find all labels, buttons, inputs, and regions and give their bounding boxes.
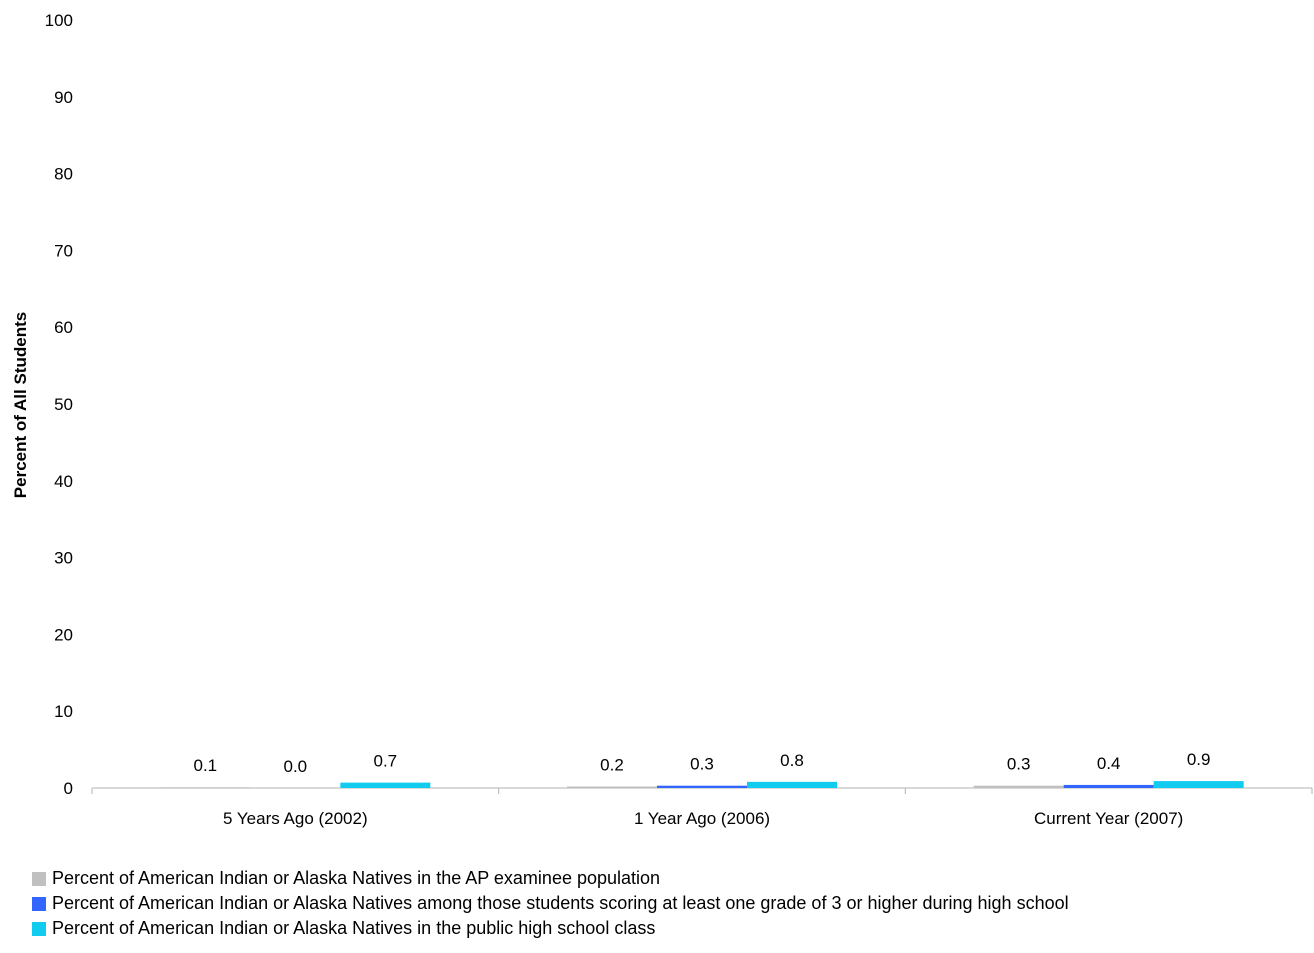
data-label: 0.9	[1187, 750, 1211, 769]
y-tick-label: 70	[54, 241, 73, 260]
bar	[567, 786, 657, 788]
data-label: 0.8	[780, 751, 804, 770]
category-label: 5 Years Ago (2002)	[223, 809, 368, 828]
bar	[340, 782, 431, 788]
legend-label: Percent of American Indian or Alaska Nat…	[52, 868, 661, 888]
y-tick-label: 80	[54, 165, 73, 184]
category-label: 1 Year Ago (2006)	[634, 809, 770, 828]
y-tick-label: 60	[54, 318, 73, 337]
y-tick-label: 0	[64, 779, 73, 798]
bar-chart: 0 10 20 30 40 50 60 70 80 90 100 Percent of All St…	[11, 11, 1313, 828]
y-tick-label: 30	[54, 549, 73, 568]
data-label: 0.3	[1007, 755, 1031, 774]
legend-swatch	[32, 896, 46, 911]
bar	[973, 785, 1064, 788]
legend: Percent of American Indian or Alaska Nat…	[32, 866, 1069, 941]
legend-swatch	[32, 871, 46, 886]
y-tick-label: 90	[54, 88, 73, 107]
category-labels: 5 Years Ago (2002) 1 Year Ago (2006) Curre…	[223, 809, 1183, 828]
data-label: 0.1	[194, 756, 218, 775]
data-label: 0.3	[690, 755, 714, 774]
y-tick-label: 50	[54, 395, 73, 414]
y-axis: 0 10 20 30 40 50 60 70 80 90 100	[45, 11, 73, 798]
bars	[160, 781, 1244, 788]
bar	[657, 785, 747, 788]
legend-label: Percent of American Indian or Alaska Nat…	[52, 893, 1069, 913]
x-axis-ticks	[91, 788, 1313, 794]
legend-label: Percent of American Indian or Alaska Nat…	[52, 918, 656, 938]
legend-item-scoring: Percent of American Indian or Alaska Nat…	[32, 891, 1069, 916]
data-label: 0.7	[374, 752, 398, 771]
legend-item-examinee: Percent of American Indian or Alaska Nat…	[32, 866, 1069, 891]
legend-item-public-class: Percent of American Indian or Alaska Nat…	[32, 916, 1069, 941]
y-tick-label: 20	[54, 625, 73, 644]
bar	[1063, 784, 1154, 788]
category-label: Current Year (2007)	[1034, 809, 1183, 828]
y-axis-label: Percent of All Students	[11, 312, 30, 498]
bar	[747, 781, 837, 788]
legend-swatch	[32, 921, 46, 936]
data-labels: 0.1 0.2 0.3 0.0 0.3 0.4 0.7 0.8 0.9	[194, 750, 1211, 776]
y-tick-label: 100	[45, 11, 73, 30]
bar	[160, 787, 251, 788]
data-label: 0.0	[284, 757, 308, 776]
bar	[1153, 781, 1244, 788]
y-tick-label: 40	[54, 472, 73, 491]
data-label: 0.4	[1097, 754, 1121, 773]
y-tick-label: 10	[54, 702, 73, 721]
data-label: 0.2	[600, 755, 624, 774]
